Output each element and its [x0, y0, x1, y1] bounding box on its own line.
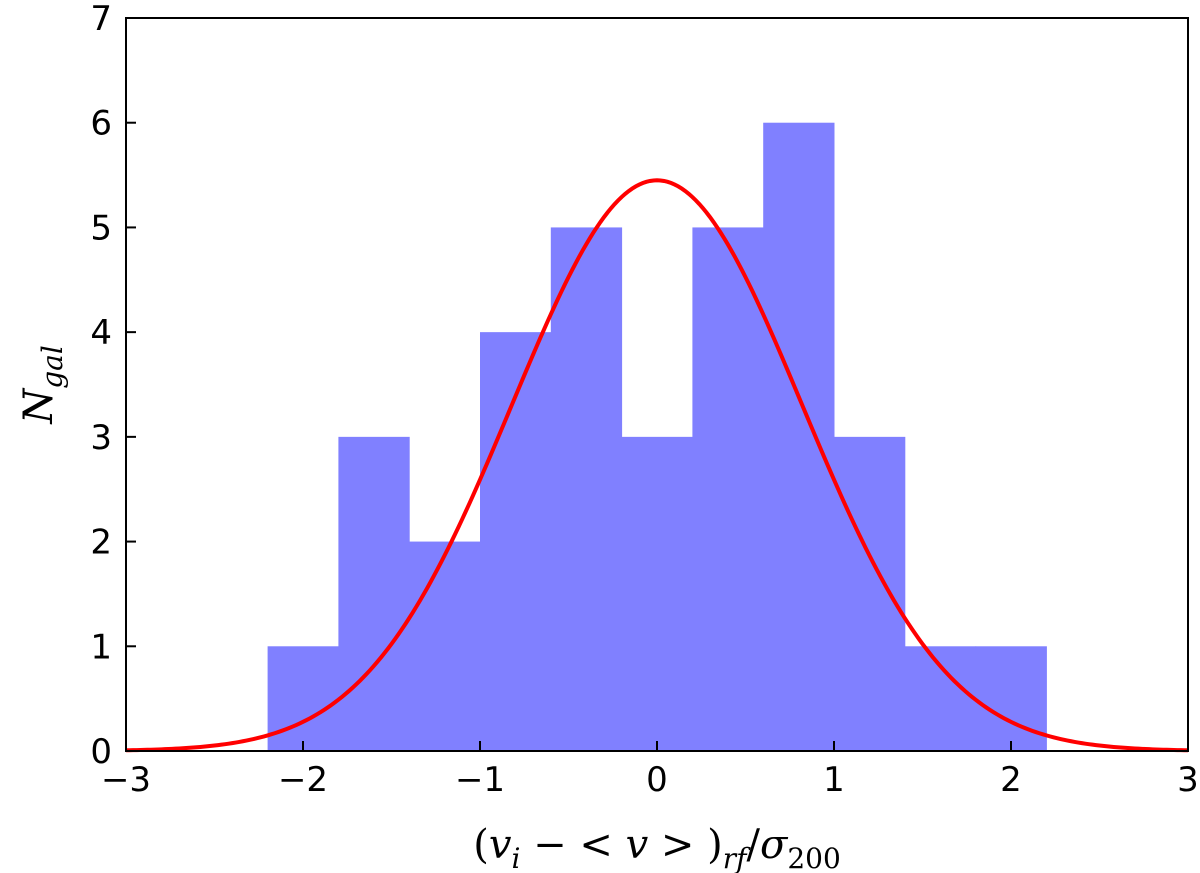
histogram-bar-8 [834, 436, 906, 751]
histogram-bar-1 [338, 436, 410, 751]
y-axis-label: Ngal [16, 345, 69, 425]
gaussian-fit-curve [125, 178, 1189, 753]
x-tick-label-6: 3 [1177, 760, 1199, 800]
y-tick-label-4: 4 [90, 313, 112, 353]
histogram-bar-4 [550, 227, 623, 751]
y-tick-label-6: 6 [90, 104, 112, 144]
x-tick-label-1: −2 [278, 760, 328, 800]
x-axis-label: (vi − < v > )rf/σ200 [473, 822, 841, 873]
y-tick-labels: 0 1 2 3 4 5 6 7 [90, 0, 112, 772]
x-tick-label-0: −3 [101, 760, 151, 800]
histogram-bars [267, 122, 1047, 751]
histogram-bar-7 [763, 122, 835, 751]
histogram-bar-9 [904, 646, 977, 751]
x-tick-label-5: 2 [1000, 760, 1022, 800]
x-tick-labels: −3 −2 −1 0 1 2 3 [101, 760, 1199, 800]
y-tick-label-0: 0 [90, 732, 112, 772]
y-tick-label-5: 5 [90, 208, 112, 248]
histogram-bar-5 [621, 436, 693, 751]
y-tick-label-2: 2 [90, 523, 112, 563]
y-tick-label-1: 1 [90, 627, 112, 667]
y-tick-label-3: 3 [90, 418, 112, 458]
x-tick-label-2: −1 [455, 760, 505, 800]
histogram-bar-0 [267, 646, 339, 751]
x-tick-label-4: 1 [823, 760, 845, 800]
histogram-bar-6 [692, 227, 764, 751]
histogram-bar-3 [480, 332, 552, 751]
x-tick-label-3: 0 [646, 760, 668, 800]
histogram-bar-2 [409, 541, 481, 751]
axis-ticks [125, 17, 1189, 752]
histogram-bar-10 [975, 646, 1047, 751]
y-tick-label-7: 7 [90, 0, 112, 39]
